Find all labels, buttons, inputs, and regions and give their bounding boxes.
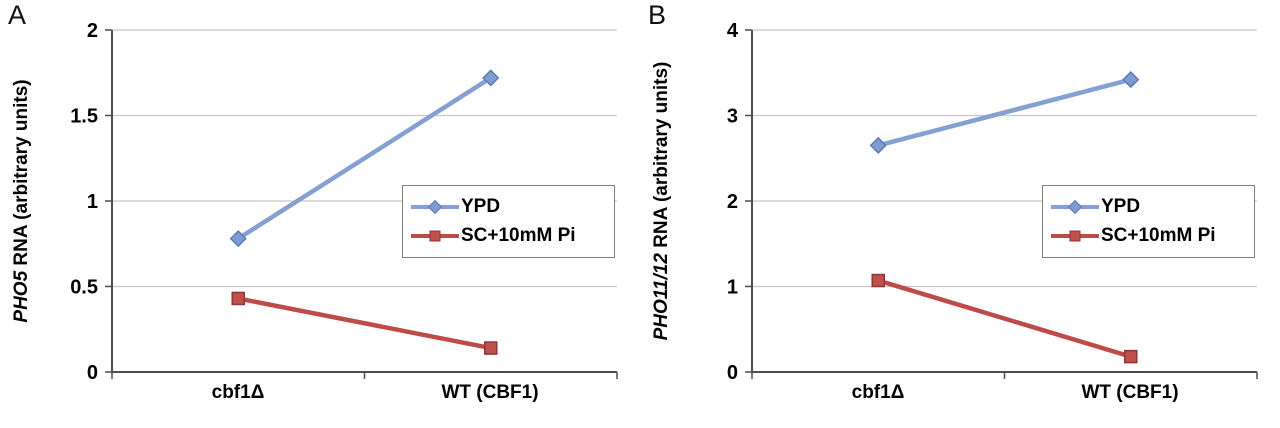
y-tick-label: 3	[727, 106, 738, 128]
y-tick-label: 1	[727, 277, 738, 299]
legend-item-sc: SC+10mM Pi	[1051, 222, 1246, 251]
data-point-diamond	[869, 136, 887, 154]
y-tick-label: 2	[727, 191, 738, 213]
data-point-diamond	[1122, 71, 1140, 89]
legend-label-ypd: YPD	[1101, 195, 1141, 217]
data-point-diamond	[482, 69, 500, 87]
x-tick-label-wt: WT (CBF1)	[1081, 382, 1179, 403]
panel-label-a: A	[8, 0, 27, 30]
y-tick-label: 0.5	[70, 277, 98, 299]
legend-label-sc: SC+10mM Pi	[461, 225, 576, 247]
diamond-marker-icon	[1067, 199, 1083, 214]
line-chart-b: 0 1 2 3 4	[727, 20, 1258, 384]
legend-item-sc: SC+10mM Pi	[411, 222, 606, 251]
legend-a: YPD SC+10mM Pi	[402, 185, 615, 258]
y-tick-label: 2	[87, 20, 98, 42]
legend-item-ypd: YPD	[411, 192, 606, 221]
legend-label-ypd: YPD	[461, 195, 501, 217]
legend-sample-sc	[1051, 228, 1099, 244]
panel-a: A PHO5 RNA (arbitrary units) 0 0.5 1 1.5 2 c…	[8, 0, 618, 403]
y-tick-label: 4	[727, 20, 739, 42]
y-tick-label: 0	[87, 362, 98, 384]
diamond-marker-icon	[427, 199, 443, 214]
legend-label-sc: SC+10mM Pi	[1101, 225, 1216, 247]
legend-sample-ypd	[1051, 199, 1099, 215]
square-marker-icon	[429, 230, 441, 242]
data-point-square	[484, 341, 498, 355]
legend-sample-sc	[411, 228, 459, 244]
x-tick-label-cbf1: cbf1Δ	[851, 382, 905, 403]
y-tick-label: 0	[727, 362, 738, 384]
data-point-diamond	[229, 230, 247, 248]
y-tick-label: 1	[87, 191, 98, 213]
legend-sample-ypd	[411, 199, 459, 215]
square-marker-icon	[1069, 230, 1081, 242]
legend-item-ypd: YPD	[1051, 192, 1246, 221]
series-line-YPD	[236, 75, 493, 241]
y-tick-label: 1.5	[70, 106, 98, 128]
line-chart-a: 0 0.5 1 1.5 2	[70, 20, 618, 384]
legend-b: YPD SC+10mM Pi	[1042, 185, 1255, 258]
data-point-square	[1124, 349, 1138, 364]
data-point-square	[231, 291, 245, 306]
series-line-SC+10mM Pi	[236, 296, 493, 351]
x-tick-label-wt: WT (CBF1)	[441, 382, 539, 403]
x-tick-label-cbf1: cbf1Δ	[211, 382, 265, 403]
series-line-SC+10mM Pi	[876, 278, 1133, 359]
data-point-square	[871, 273, 885, 288]
panel-label-b: B	[648, 0, 667, 30]
series-line-YPD	[876, 77, 1133, 148]
